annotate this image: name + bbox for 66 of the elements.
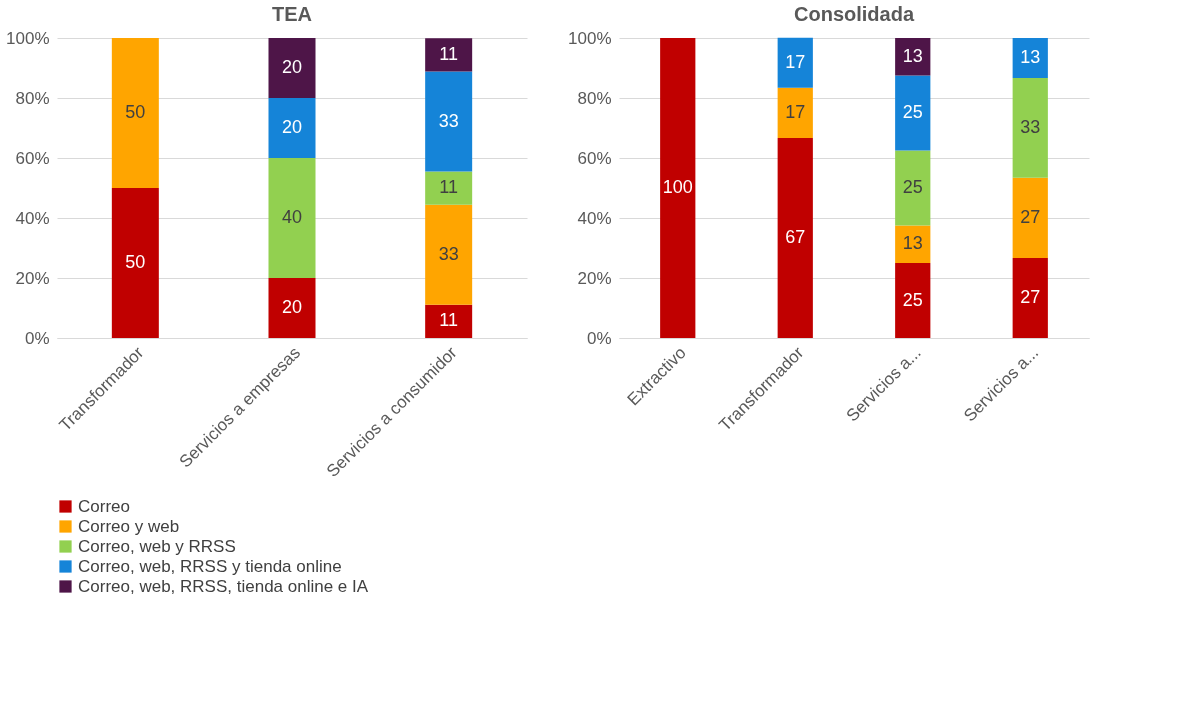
bar	[111, 188, 159, 338]
y-tick-label: 20%	[577, 268, 612, 288]
y-tick-label: 80%	[15, 88, 50, 108]
bar	[895, 38, 931, 76]
legend-label: Correo y web	[78, 516, 180, 536]
legend-label: Correo, web y RRSS	[78, 536, 236, 556]
data-label: 13	[1020, 46, 1041, 67]
data-label: 33	[438, 110, 459, 131]
data-label: 50	[125, 102, 146, 122]
bar	[1012, 77, 1048, 178]
data-label: 40	[281, 207, 303, 227]
y-tick-label: 100%	[6, 28, 50, 48]
bar	[777, 87, 813, 138]
y-tick-label: 40%	[15, 208, 50, 228]
bar	[425, 38, 473, 72]
data-label: 33	[1020, 116, 1041, 137]
y-tick-label: 60%	[15, 148, 50, 168]
data-label: 25	[902, 102, 923, 122]
legend-label: Correo	[78, 496, 130, 516]
bar	[1012, 38, 1048, 78]
data-label: 27	[1020, 206, 1041, 227]
data-label: 17	[785, 101, 806, 122]
bar	[425, 71, 473, 172]
y-tick-label: 20%	[15, 268, 50, 288]
y-tick-label: 100%	[568, 28, 612, 48]
data-label: 11	[439, 43, 459, 64]
bar	[111, 38, 159, 188]
bar	[268, 158, 316, 278]
y-tick-label: 60%	[577, 148, 612, 168]
data-label: 13	[902, 233, 923, 254]
bar	[425, 304, 473, 338]
chart-title: Consolidada	[793, 3, 915, 25]
bar	[268, 278, 316, 338]
data-label: 20	[281, 117, 303, 137]
bar	[895, 150, 931, 226]
bar	[1012, 177, 1048, 258]
bar	[1012, 257, 1048, 338]
bar	[895, 263, 931, 338]
data-label: 11	[439, 310, 459, 331]
chart-title: TEA	[272, 3, 312, 25]
legend-label: Correo, web, RRSS, tienda online e IA	[78, 576, 369, 596]
data-label: 67	[785, 226, 806, 247]
data-label: 25	[902, 177, 923, 197]
data-label: 27	[1020, 286, 1041, 307]
y-tick-label: 0%	[586, 328, 612, 348]
data-label: 17	[785, 51, 806, 72]
bar	[425, 171, 473, 205]
y-tick-label: 80%	[577, 88, 612, 108]
data-label: 13	[902, 45, 923, 66]
y-tick-label: 0%	[24, 328, 50, 348]
data-label: 25	[902, 289, 923, 310]
legend-label: Correo, web, RRSS y tienda online	[78, 556, 342, 576]
data-label: 20	[281, 297, 303, 317]
bar	[895, 75, 931, 151]
data-label: 33	[438, 243, 459, 264]
data-label: 20	[281, 57, 303, 77]
bar	[660, 38, 696, 338]
y-tick-label: 40%	[577, 208, 612, 228]
bar	[268, 98, 316, 158]
bar	[425, 204, 473, 305]
bar	[777, 37, 813, 88]
data-label: 50	[125, 252, 146, 272]
data-label: 100	[662, 177, 693, 197]
bar	[268, 38, 316, 98]
bar	[777, 137, 813, 338]
data-label: 11	[439, 177, 459, 198]
